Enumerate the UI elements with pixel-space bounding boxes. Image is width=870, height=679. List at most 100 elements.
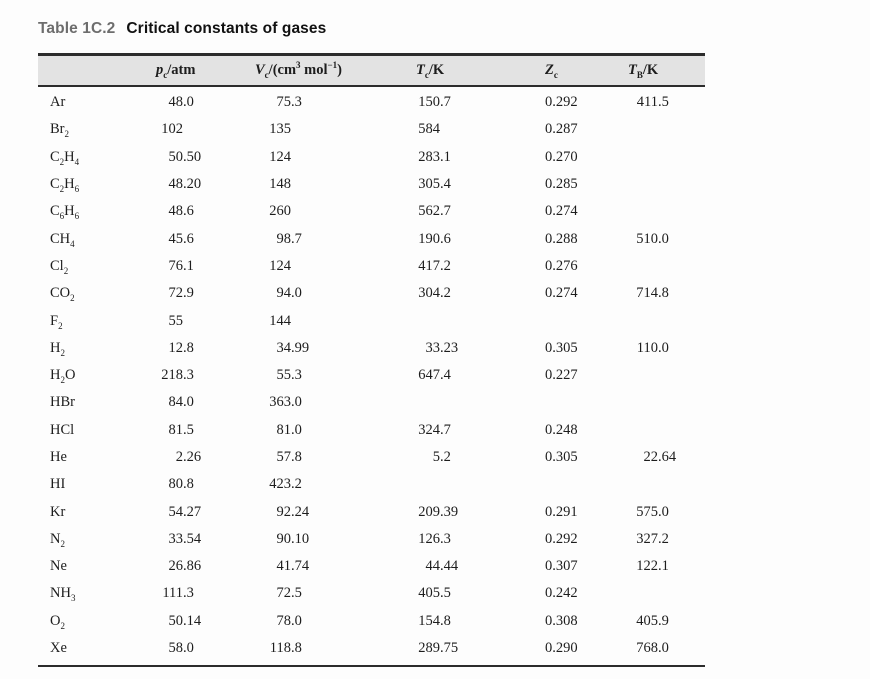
table-row: Ne 26.86 41.74 44.44 0.307 122.1 (38, 553, 705, 580)
cell-vc: 75.3 (276, 94, 302, 111)
cell-pc: 48.0 (168, 94, 194, 111)
column-header-tc-k: Tc/K (416, 62, 445, 80)
cell-zc: 0.242 (545, 585, 578, 602)
cell-substance-formula: HI (50, 476, 66, 493)
table-row: Cl2 76.1 124 417.2 0.276 (38, 253, 705, 280)
cell-pc: 48.6 (168, 203, 194, 220)
cell-pc: 81.5 (168, 421, 194, 438)
cell-vc: 124 (269, 148, 291, 165)
cell-tb: 122.1 (636, 558, 669, 575)
cell-vc: 260 (269, 203, 291, 220)
cell-zc: 0.287 (545, 121, 578, 138)
cell-zc: 0.305 (545, 449, 578, 465)
cell-vc: 363.0 (269, 394, 302, 411)
cell-tc: 5.2 (432, 449, 451, 465)
cell-substance-formula: HBr (50, 394, 75, 411)
cell-zc: 0.276 (545, 257, 578, 274)
cell-zc: 0.248 (545, 421, 578, 438)
cell-substance-formula: Cl2 (50, 257, 69, 276)
table-header-row: pc/atm Vc/(cm3 mol−1) Tc/K Zc TB/K (38, 53, 705, 87)
cell-tc: 209.39 (418, 503, 459, 520)
cell-pc: 84.0 (168, 394, 194, 411)
cell-tc: 647.4 (418, 367, 451, 384)
cell-zc: 0.307 (545, 558, 578, 575)
cell-vc: 94.0 (276, 285, 302, 302)
cell-substance-formula: He (50, 449, 67, 465)
cell-pc: 218.3 (161, 367, 194, 384)
cell-vc: 55.3 (276, 367, 302, 384)
cell-substance-formula: Kr (50, 503, 66, 520)
cell-pc: 72.9 (168, 285, 194, 302)
cell-pc: 2.26 (175, 449, 202, 465)
cell-tc: 562.7 (418, 203, 451, 220)
table-row: HBr 84.0 363.0 (38, 389, 705, 416)
cell-substance-formula: F2 (50, 312, 63, 331)
table-row: Ar 48.0 75.3 150.7 0.292 411.5 (38, 89, 705, 116)
cell-vc: 98.7 (276, 230, 302, 247)
cell-tc: 304.2 (418, 285, 451, 302)
cell-zc: 0.292 (545, 530, 578, 547)
table-row: O2 50.14 78.0 154.8 0.308 405.9 (38, 608, 705, 635)
cell-substance-formula: O2 (50, 612, 65, 631)
cell-substance-formula: HCl (50, 421, 75, 438)
cell-pc: 12.8 (168, 339, 194, 356)
cell-tc: 154.8 (418, 612, 451, 629)
cell-zc: 0.308 (545, 612, 578, 629)
cell-vc: 423.2 (269, 476, 302, 493)
cell-vc: 135 (269, 121, 291, 138)
table-row: H2 12.8 34.99 33.23 0.305 110.0 (38, 335, 705, 362)
cell-tb: 768.0 (636, 640, 669, 657)
cell-tb: 327.2 (636, 530, 669, 547)
cell-vc: 34.99 (276, 339, 310, 356)
table-row: HI 80.8 423.2 (38, 471, 705, 498)
cell-substance-formula: Ne (50, 558, 67, 575)
cell-pc: 111.3 (162, 585, 194, 602)
column-header-vc-cm3mol: Vc/(cm3 mol−1) (255, 60, 342, 80)
cell-substance-formula: C2H4 (50, 148, 80, 167)
cell-substance-formula: H2 (50, 339, 65, 358)
cell-vc: 124 (269, 257, 291, 274)
cell-substance-formula: H2O (50, 367, 76, 385)
cell-tc: 283.1 (418, 148, 451, 165)
table-row: C6H6 48.6 260 562.7 0.274 (38, 198, 705, 225)
cell-tc: 305.4 (418, 176, 451, 193)
cell-pc: 76.1 (168, 257, 194, 274)
cell-tc: 44.44 (425, 558, 459, 575)
table-row: Kr 54.27 92.24 209.39 0.291 575.0 (38, 498, 705, 525)
column-header-tb-k: TB/K (628, 62, 659, 80)
cell-tb: 405.9 (636, 612, 669, 629)
cell-vc: 78.0 (276, 612, 302, 629)
cell-pc: 55 (168, 312, 184, 329)
cell-tb: 510.0 (636, 230, 669, 247)
cell-vc: 148 (269, 176, 291, 193)
table-row: He 2.26 57.8 5.2 0.305 22.64 (38, 444, 705, 471)
cell-zc: 0.292 (545, 94, 578, 111)
table-title-text: Critical constants of gases (126, 20, 327, 37)
cell-tc: 33.23 (425, 339, 459, 356)
cell-pc: 48.20 (168, 176, 202, 193)
table-body: Ar 48.0 75.3 150.7 0.292 411.5 Br2 102 135 584 0.2… (38, 87, 705, 668)
cell-substance-formula: Ar (50, 94, 66, 111)
cell-zc: 0.227 (545, 367, 578, 384)
column-header-zc: Zc (545, 62, 558, 80)
cell-vc: 92.24 (276, 503, 310, 520)
cell-tc: 405.5 (418, 585, 451, 602)
cell-pc: 54.27 (168, 503, 202, 520)
cell-pc: 33.54 (168, 530, 202, 547)
cell-tc: 126.3 (418, 530, 451, 547)
cell-pc: 50.14 (168, 612, 202, 629)
cell-zc: 0.274 (545, 203, 578, 220)
table-title: Table 1C.2 Critical constants of gases (38, 20, 326, 38)
cell-zc: 0.291 (545, 503, 578, 520)
cell-substance-formula: C2H6 (50, 176, 80, 194)
critical-constants-table: pc/atm Vc/(cm3 mol−1) Tc/K Zc TB/K Ar 48.0 75.… (38, 53, 705, 668)
cell-vc: 90.10 (276, 530, 310, 547)
cell-pc: 26.86 (168, 558, 202, 575)
table-row: NH3 111.3 72.5 405.5 0.242 (38, 580, 705, 607)
cell-substance-formula: N2 (50, 530, 65, 549)
cell-vc: 144 (269, 312, 291, 329)
cell-tc: 324.7 (418, 421, 451, 438)
cell-pc: 58.0 (168, 640, 194, 657)
table-row: Br2 102 135 584 0.287 (38, 116, 705, 143)
table-row: Xe 58.0 118.8 289.75 0.290 768.0 (38, 635, 705, 662)
